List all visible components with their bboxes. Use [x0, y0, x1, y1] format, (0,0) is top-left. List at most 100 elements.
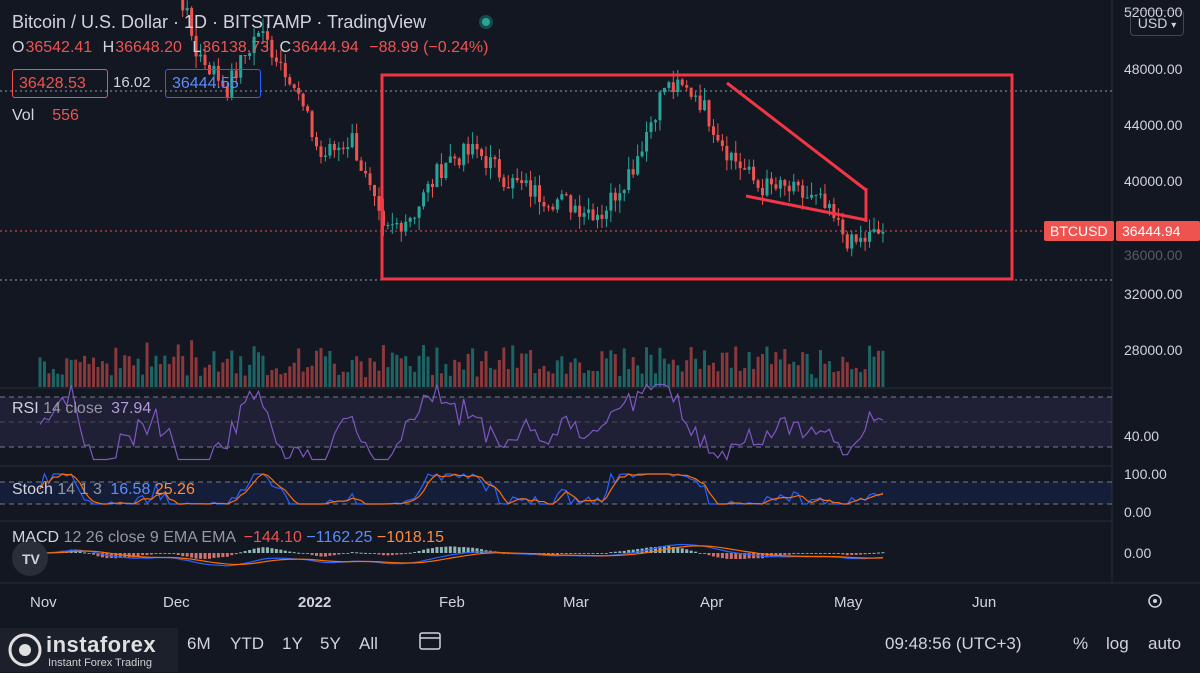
volume-bar: [538, 368, 542, 387]
macd-histogram-bar: [471, 547, 475, 553]
volume-bar: [756, 356, 760, 387]
rsi-band: [0, 397, 1112, 447]
macd-histogram-bar: [868, 553, 872, 554]
timeframe-5y-button[interactable]: 5Y: [320, 634, 341, 653]
time-tick: Dec: [163, 594, 190, 611]
macd-histogram-bar: [832, 553, 836, 554]
volume-bar: [475, 376, 479, 387]
volume-bar: [243, 375, 247, 387]
volume-bar: [845, 362, 849, 387]
candle: [315, 137, 319, 147]
candle: [185, 7, 189, 11]
volume-bar: [252, 346, 256, 387]
volume-bar: [426, 356, 430, 387]
volume-bar: [805, 353, 809, 387]
volume-bar: [658, 347, 662, 387]
candle: [497, 159, 501, 178]
volume-bar: [225, 358, 229, 387]
volume-label: Vol: [12, 107, 35, 124]
volume-bar: [555, 360, 559, 387]
candle: [564, 194, 568, 196]
volume-bar: [609, 350, 613, 387]
symbol-title[interactable]: Bitcoin / U.S. Dollar · 1D · BITSTAMP · …: [12, 12, 427, 32]
volume-bar: [863, 369, 867, 387]
volume-bar: [315, 350, 319, 387]
volume-bar: [279, 374, 283, 387]
candle: [373, 184, 376, 197]
candle: [761, 187, 765, 196]
macd-histogram-bar: [457, 547, 461, 553]
auto-scale-button[interactable]: auto: [1148, 634, 1182, 653]
volume-bar: [172, 356, 176, 387]
candle: [230, 70, 234, 98]
macd-histogram-bar: [141, 553, 145, 556]
macd-histogram-bar: [448, 546, 452, 553]
volume-bar: [337, 374, 341, 387]
macd-histogram-bar: [417, 550, 421, 553]
wedge-upper-line: [726, 81, 867, 192]
macd-legend[interactable]: MACD 12 26 close 9 EMA EMA −144.10 −1162…: [12, 529, 444, 547]
macd-histogram-bar: [114, 553, 118, 559]
macd-signal-line: [39, 545, 883, 566]
volume-bar: [395, 354, 399, 387]
svg-text:TV: TV: [22, 551, 41, 567]
timeframe-6m-button[interactable]: 6M: [187, 634, 211, 653]
volume-bar: [181, 355, 185, 387]
watermark-tagline: Instant Forex Trading: [48, 657, 152, 669]
macd-histogram-bar: [199, 553, 203, 559]
candle: [680, 79, 684, 86]
volume-bar: [439, 373, 443, 387]
volume-bar: [506, 369, 510, 387]
volume-bar: [150, 366, 153, 387]
volume-bar: [819, 350, 822, 387]
percent-scale-button[interactable]: %: [1073, 634, 1089, 653]
stoch-legend[interactable]: Stoch 14 1 3 16.58 25.26: [12, 481, 195, 499]
volume-bar: [769, 364, 773, 387]
volume-bar: [417, 355, 421, 387]
volume-bar: [792, 361, 796, 387]
candle: [422, 192, 426, 207]
macd-histogram-bar: [801, 553, 805, 554]
timeframe-ytd-button[interactable]: YTD: [230, 634, 264, 653]
candle: [212, 65, 216, 75]
volume-bar: [716, 371, 720, 387]
candle: [341, 147, 345, 150]
candle: [698, 95, 702, 111]
macd-histogram-bar: [216, 553, 220, 558]
candle: [645, 132, 649, 152]
change-value: −88.99 (−0.24%): [369, 39, 489, 56]
candle: [725, 145, 729, 161]
macd-histogram-bar: [145, 553, 149, 556]
candle: [506, 187, 510, 189]
clock-timezone-button[interactable]: 09:48:56 (UTC+3): [885, 634, 1022, 653]
volume-bar: [497, 360, 501, 387]
volume-bar: [774, 352, 778, 387]
volume-bar: [743, 368, 747, 387]
rsi-legend[interactable]: RSI 14 close 37.94: [12, 400, 151, 418]
macd-histogram-bar: [100, 553, 104, 558]
candle: [390, 224, 394, 226]
macd-histogram-bar: [413, 552, 417, 554]
volume-bar: [341, 371, 345, 387]
volume-bar: [114, 347, 118, 387]
timeframe-1y-button[interactable]: 1Y: [282, 634, 303, 653]
spread-value: 16.02: [113, 74, 151, 91]
candle: [573, 205, 577, 213]
time-tick: Jun: [972, 594, 997, 611]
sell-price-button[interactable]: 36428.53: [12, 69, 108, 98]
candles: [181, 0, 885, 257]
volume-bar: [123, 355, 127, 387]
volume-bar: [359, 361, 363, 387]
candle: [881, 231, 885, 234]
buy-price-button[interactable]: 36444.55: [165, 69, 261, 98]
price-tick: 32000.00: [1124, 286, 1183, 302]
timeframe-all-button[interactable]: All: [359, 634, 378, 653]
volume-legend[interactable]: Vol 556: [12, 107, 79, 125]
volume-bar: [216, 371, 220, 387]
currency-select[interactable]: USD ▾: [1130, 10, 1184, 36]
volume-bar: [533, 373, 537, 387]
volume-bar: [212, 351, 216, 387]
volume-bar: [448, 375, 452, 387]
log-scale-button[interactable]: log: [1106, 634, 1129, 653]
